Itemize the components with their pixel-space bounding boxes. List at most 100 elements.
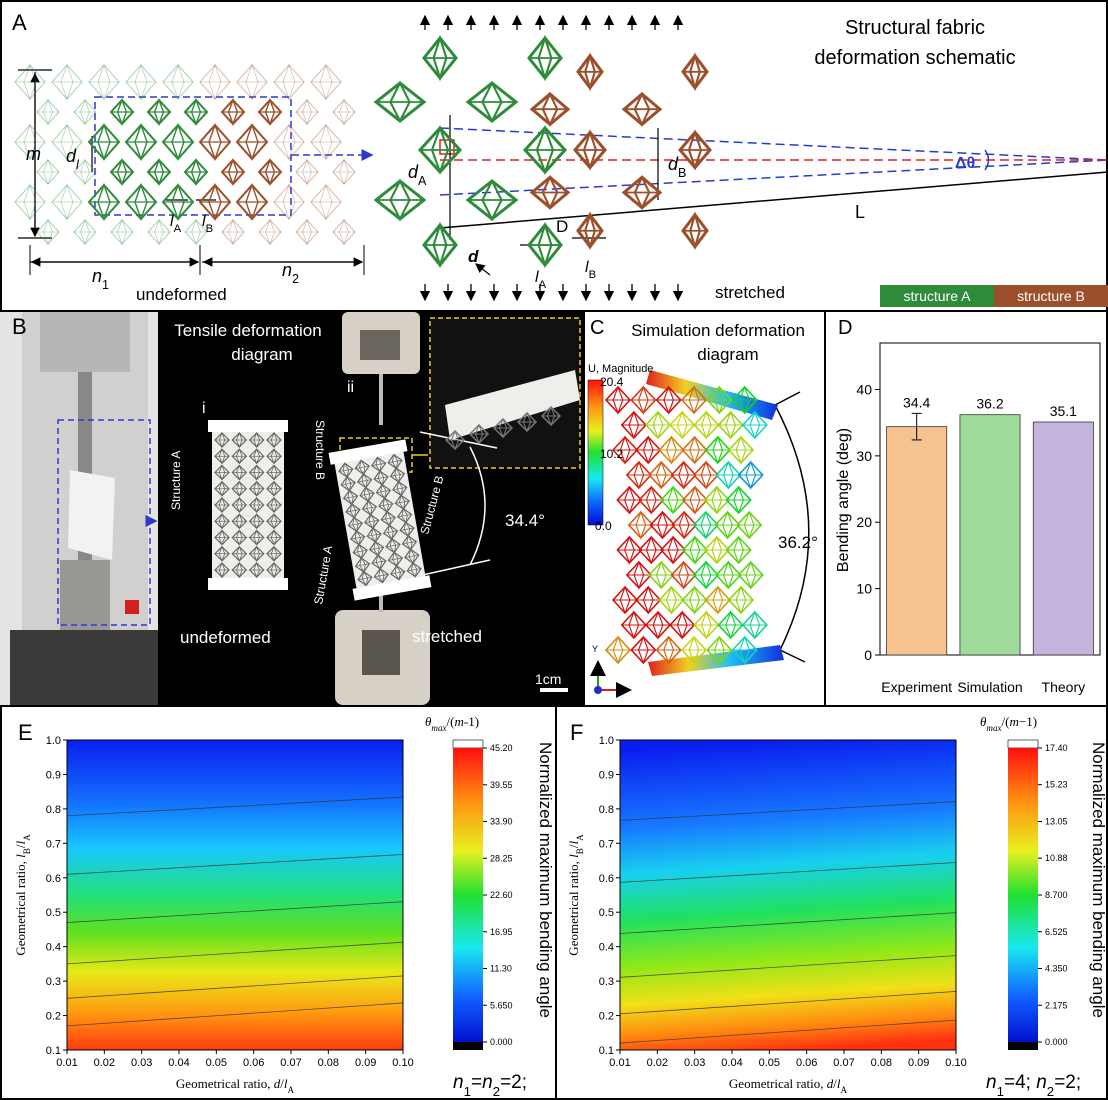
y-tick-label: 1.0 bbox=[599, 735, 614, 747]
colorbar bbox=[453, 748, 483, 1042]
x-tick-label: 0.02 bbox=[94, 1057, 115, 1069]
text-part: n bbox=[453, 1072, 464, 1093]
text-part: B bbox=[678, 166, 686, 180]
text-part: /( bbox=[447, 714, 455, 729]
x-tick-label: 0.04 bbox=[168, 1057, 189, 1069]
text-part: −1) bbox=[1019, 714, 1037, 729]
specimen bbox=[208, 420, 288, 590]
text-part: d bbox=[468, 247, 479, 266]
figure: A Structural fabric deformation schemati… bbox=[0, 0, 1108, 1100]
text-part: A bbox=[539, 279, 547, 291]
colorbar-tick-label: 5.650 bbox=[490, 1000, 513, 1010]
text-part: n bbox=[986, 1072, 997, 1093]
text-part: n bbox=[282, 260, 292, 280]
specimen-end bbox=[208, 420, 288, 432]
colorbar-tick-label: 8.700 bbox=[1045, 890, 1068, 900]
label: d bbox=[468, 247, 479, 266]
y-tick-label: 0.2 bbox=[599, 1011, 614, 1023]
contour-field bbox=[620, 740, 956, 1050]
label: i bbox=[202, 400, 206, 417]
text-part: n bbox=[1036, 1072, 1047, 1093]
y-tick-label: 40 bbox=[856, 381, 872, 397]
text-part: B bbox=[206, 223, 213, 235]
label: ii bbox=[347, 379, 354, 396]
text-part: /( bbox=[1002, 714, 1010, 729]
label: Y bbox=[592, 644, 598, 654]
text-part: 2 bbox=[1047, 1084, 1054, 1099]
title: diagram bbox=[697, 345, 758, 364]
y-tick-label: 0.9 bbox=[599, 769, 614, 781]
side-label: Normalized maximum bending angle bbox=[1089, 742, 1108, 1018]
y-tick-label: 0.1 bbox=[599, 1045, 614, 1057]
colorbar-tick-label: 39.55 bbox=[490, 780, 513, 790]
label: stretched bbox=[715, 283, 785, 302]
x-tick-label: 0.06 bbox=[796, 1057, 817, 1069]
colorbar-tick-label: 11.30 bbox=[490, 964, 512, 974]
value-label: 36.2 bbox=[976, 396, 1003, 412]
colorbar-tick-label: 17.40 bbox=[1045, 743, 1068, 753]
bar bbox=[887, 427, 947, 655]
x-tick-label: 0.01 bbox=[56, 1057, 77, 1069]
x-tick-label: 0.07 bbox=[280, 1057, 301, 1069]
legend-tick: 10.2 bbox=[600, 447, 624, 461]
value-label: 35.1 bbox=[1050, 403, 1077, 419]
x-tick-label: 0.10 bbox=[945, 1057, 966, 1069]
x-tick-label: Theory bbox=[1042, 679, 1086, 695]
colorbar-over bbox=[1008, 740, 1038, 748]
x-tick-label: 0.08 bbox=[318, 1057, 339, 1069]
x-tick-label: 0.03 bbox=[684, 1057, 705, 1069]
x-tick-label: 0.05 bbox=[759, 1057, 780, 1069]
side-label: Normalized maximum bending angle bbox=[536, 742, 555, 1018]
label: undeformed bbox=[180, 628, 271, 647]
colorbar-under bbox=[453, 1042, 483, 1050]
legend-tick: 20.4 bbox=[600, 375, 624, 389]
text-part: -1) bbox=[464, 714, 479, 729]
text-part: Geometrical ratio, bbox=[566, 858, 581, 956]
x-tick-label: 0.05 bbox=[206, 1057, 227, 1069]
y-tick-label: 20 bbox=[856, 514, 872, 530]
colorbar-tick-label: 15.23 bbox=[1045, 780, 1068, 790]
text-part: m bbox=[1010, 714, 1019, 729]
text-part: =4; bbox=[1004, 1072, 1036, 1093]
label: stretched bbox=[412, 627, 482, 646]
y-tick-label: 0.4 bbox=[46, 942, 61, 954]
y-tick-label: 0 bbox=[864, 647, 872, 663]
label: 36.2° bbox=[778, 533, 818, 552]
text-part: m bbox=[455, 714, 464, 729]
y-tick-label: 10 bbox=[856, 581, 872, 597]
panel-letter: C bbox=[590, 317, 604, 339]
text-part: Geometrical ratio, bbox=[13, 858, 28, 956]
text-part: 1 bbox=[102, 278, 109, 292]
text-part: A bbox=[22, 834, 32, 841]
text-part: n bbox=[482, 1072, 493, 1093]
title: Structural fabric bbox=[845, 17, 985, 39]
x-tick-label: 0.09 bbox=[908, 1057, 929, 1069]
y-tick-label: 0.7 bbox=[599, 838, 614, 850]
value-label: 34.4 bbox=[903, 394, 930, 410]
x-tick-label: 0.01 bbox=[609, 1057, 630, 1069]
panel-letter: F bbox=[570, 720, 583, 745]
title: diagram bbox=[231, 345, 292, 364]
colorbar-tick-label: 0.000 bbox=[490, 1037, 513, 1047]
x-tick-label: Experiment bbox=[881, 679, 952, 695]
label: m bbox=[26, 144, 41, 164]
y-tick-label: 0.4 bbox=[599, 942, 614, 954]
text-part: 2 bbox=[493, 1084, 500, 1099]
colorbar-under bbox=[1008, 1042, 1038, 1050]
title: Simulation deformation bbox=[631, 321, 805, 340]
colorbar-tick-label: 22.60 bbox=[490, 890, 513, 900]
y-tick-label: 0.8 bbox=[46, 804, 61, 816]
legend-label: structure B bbox=[1017, 288, 1085, 304]
colorbar-tick-label: 6.525 bbox=[1045, 927, 1068, 937]
text-part: A bbox=[288, 1085, 295, 1095]
colorbar-tick-label: 28.25 bbox=[490, 853, 513, 863]
label: Δθ bbox=[955, 155, 975, 172]
panel-letter: D bbox=[838, 317, 852, 339]
colorbar-tick-label: 2.175 bbox=[1045, 1000, 1068, 1010]
x-tick-label: 0.07 bbox=[833, 1057, 854, 1069]
text-part: A bbox=[841, 1085, 848, 1095]
label: 1cm bbox=[535, 671, 561, 687]
y-tick-label: 0.9 bbox=[46, 769, 61, 781]
colorbar-tick-label: 33.90 bbox=[490, 817, 513, 827]
colorbar-tick-label: 45.20 bbox=[490, 743, 513, 753]
